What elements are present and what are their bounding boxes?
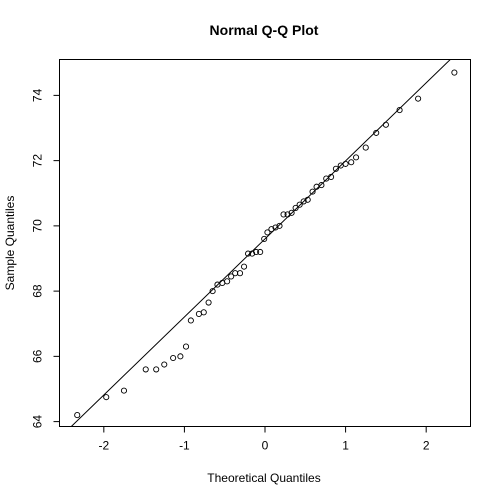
- points-layer: [74, 69, 458, 419]
- data-point: [228, 273, 235, 280]
- data-point: [296, 201, 303, 208]
- data-point: [200, 309, 207, 316]
- data-point: [161, 361, 168, 368]
- data-point: [209, 288, 216, 295]
- y-tick-label: 72: [31, 154, 45, 168]
- data-point: [332, 165, 339, 172]
- data-point: [268, 226, 275, 233]
- data-point: [253, 248, 260, 256]
- data-point: [396, 107, 403, 114]
- data-point: [451, 69, 458, 76]
- data-point: [249, 250, 256, 257]
- data-point: [205, 299, 212, 306]
- reference-line-layer: [70, 59, 452, 427]
- data-point: [170, 354, 177, 362]
- y-tick-label: 64: [31, 415, 45, 429]
- data-point: [300, 198, 307, 205]
- data-point: [103, 394, 110, 401]
- data-point: [261, 235, 268, 242]
- data-point: [280, 211, 287, 218]
- y-axis-title: Sample Quantiles: [3, 196, 17, 291]
- data-point: [264, 229, 271, 236]
- x-tick-label: 1: [342, 439, 349, 453]
- y-tick-label: 74: [31, 88, 45, 102]
- data-point: [276, 222, 283, 229]
- data-point: [304, 196, 311, 203]
- data-point: [236, 270, 244, 277]
- data-point: [382, 121, 389, 128]
- data-point: [182, 343, 190, 350]
- data-point: [142, 366, 149, 373]
- data-point: [309, 188, 316, 195]
- x-tick-label: -1: [179, 439, 190, 453]
- y-axis: 64 66 68 70 72 74: [31, 88, 60, 428]
- chart-title: Normal Q-Q Plot: [210, 22, 319, 38]
- data-point: [292, 204, 299, 211]
- y-tick-label: 70: [31, 219, 45, 233]
- data-point: [318, 182, 325, 189]
- data-point: [348, 159, 355, 166]
- data-point: [74, 412, 81, 419]
- data-point: [240, 263, 248, 270]
- data-point: [288, 209, 295, 216]
- data-point: [153, 366, 160, 373]
- y-tick-label: 66: [31, 349, 45, 363]
- x-axis-title: Theoretical Quantiles: [207, 471, 320, 485]
- x-tick-label: -2: [98, 439, 109, 453]
- y-tick-label: 68: [31, 284, 45, 298]
- plot-area: [59, 59, 471, 427]
- data-point: [342, 160, 349, 167]
- data-point: [284, 211, 291, 218]
- plot-frame: [59, 59, 471, 427]
- data-point: [120, 387, 128, 394]
- data-point: [362, 144, 369, 151]
- x-tick-label: 0: [262, 439, 269, 453]
- data-point: [328, 173, 335, 180]
- data-point: [373, 129, 380, 136]
- data-point: [187, 317, 194, 324]
- data-point: [177, 353, 184, 360]
- x-axis: -2 -1 0 1 2: [98, 426, 430, 453]
- data-point: [415, 95, 422, 102]
- x-tick-label: 2: [423, 439, 430, 453]
- data-point: [245, 250, 252, 257]
- data-point: [272, 224, 279, 231]
- data-point: [353, 154, 360, 161]
- data-point: [257, 248, 264, 256]
- qq-reference-line: [70, 59, 452, 427]
- data-point: [224, 278, 231, 285]
